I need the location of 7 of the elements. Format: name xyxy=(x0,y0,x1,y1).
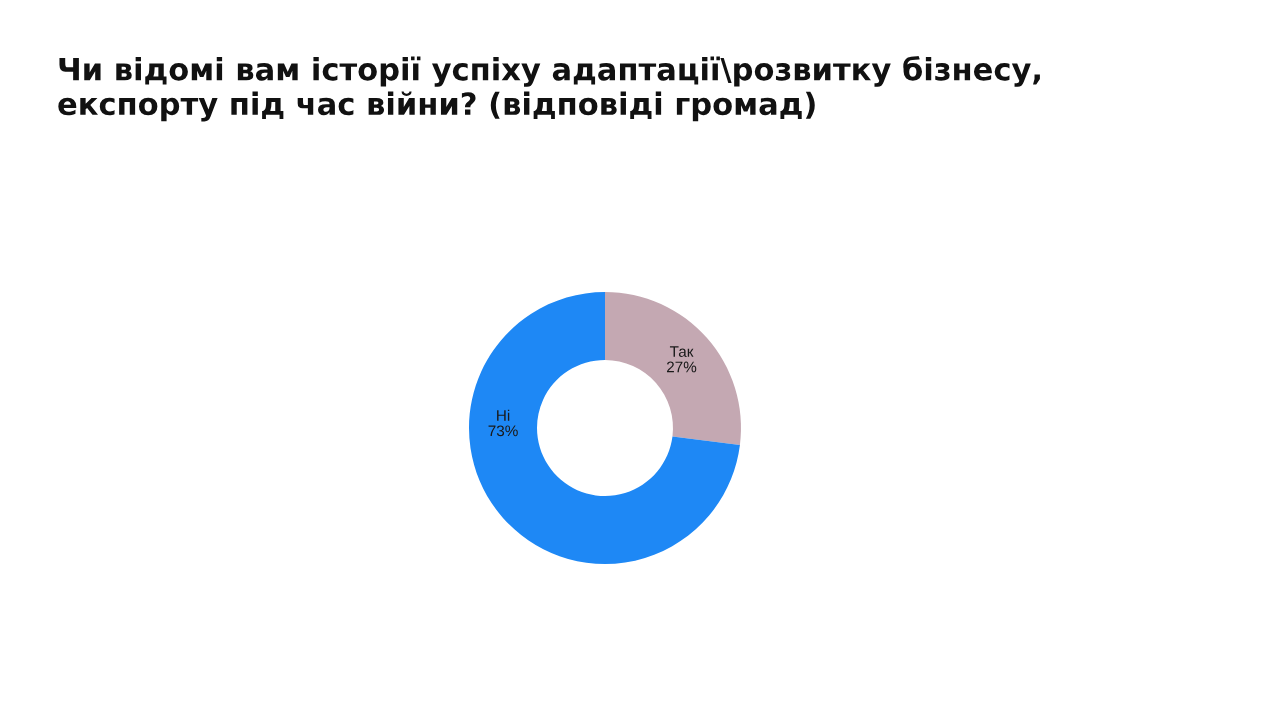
data-label: 27% xyxy=(666,361,697,373)
slice-label: Ні xyxy=(497,409,510,421)
donut-slice xyxy=(469,292,740,564)
chart-title: Чи відомі вам історії успіху адаптації\розвитку бізнесу, експорту під час війни? (відповіді громад) xyxy=(58,56,1040,122)
donut-slice xyxy=(605,292,741,446)
slice-label: Так xyxy=(669,346,694,357)
data-label: 73% xyxy=(488,425,518,437)
